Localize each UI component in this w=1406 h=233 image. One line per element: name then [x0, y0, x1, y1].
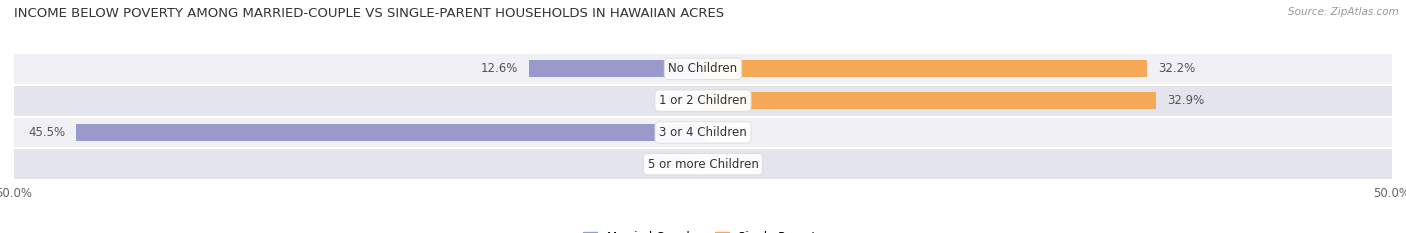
Text: No Children: No Children: [668, 62, 738, 75]
Legend: Married Couples, Single Parents: Married Couples, Single Parents: [583, 231, 823, 233]
Bar: [703, 124, 707, 141]
Bar: [703, 61, 1147, 77]
Text: 0.0%: 0.0%: [720, 158, 749, 171]
Text: 5 or more Children: 5 or more Children: [648, 158, 758, 171]
Bar: [699, 156, 703, 172]
Text: 1 or 2 Children: 1 or 2 Children: [659, 94, 747, 107]
Text: 0.0%: 0.0%: [657, 94, 686, 107]
Bar: [703, 92, 1156, 109]
Text: Source: ZipAtlas.com: Source: ZipAtlas.com: [1288, 7, 1399, 17]
Bar: [76, 124, 703, 141]
Text: 45.5%: 45.5%: [28, 126, 65, 139]
Text: INCOME BELOW POVERTY AMONG MARRIED-COUPLE VS SINGLE-PARENT HOUSEHOLDS IN HAWAIIA: INCOME BELOW POVERTY AMONG MARRIED-COUPL…: [14, 7, 724, 20]
Bar: [699, 92, 703, 109]
Text: 3 or 4 Children: 3 or 4 Children: [659, 126, 747, 139]
Bar: [14, 53, 1392, 85]
Bar: [14, 148, 1392, 180]
Bar: [530, 61, 703, 77]
Bar: [703, 156, 707, 172]
Bar: [14, 85, 1392, 116]
Text: 0.0%: 0.0%: [720, 126, 749, 139]
Text: 32.2%: 32.2%: [1157, 62, 1195, 75]
Text: 12.6%: 12.6%: [481, 62, 519, 75]
Text: 32.9%: 32.9%: [1167, 94, 1205, 107]
Bar: [14, 116, 1392, 148]
Text: 0.0%: 0.0%: [657, 158, 686, 171]
